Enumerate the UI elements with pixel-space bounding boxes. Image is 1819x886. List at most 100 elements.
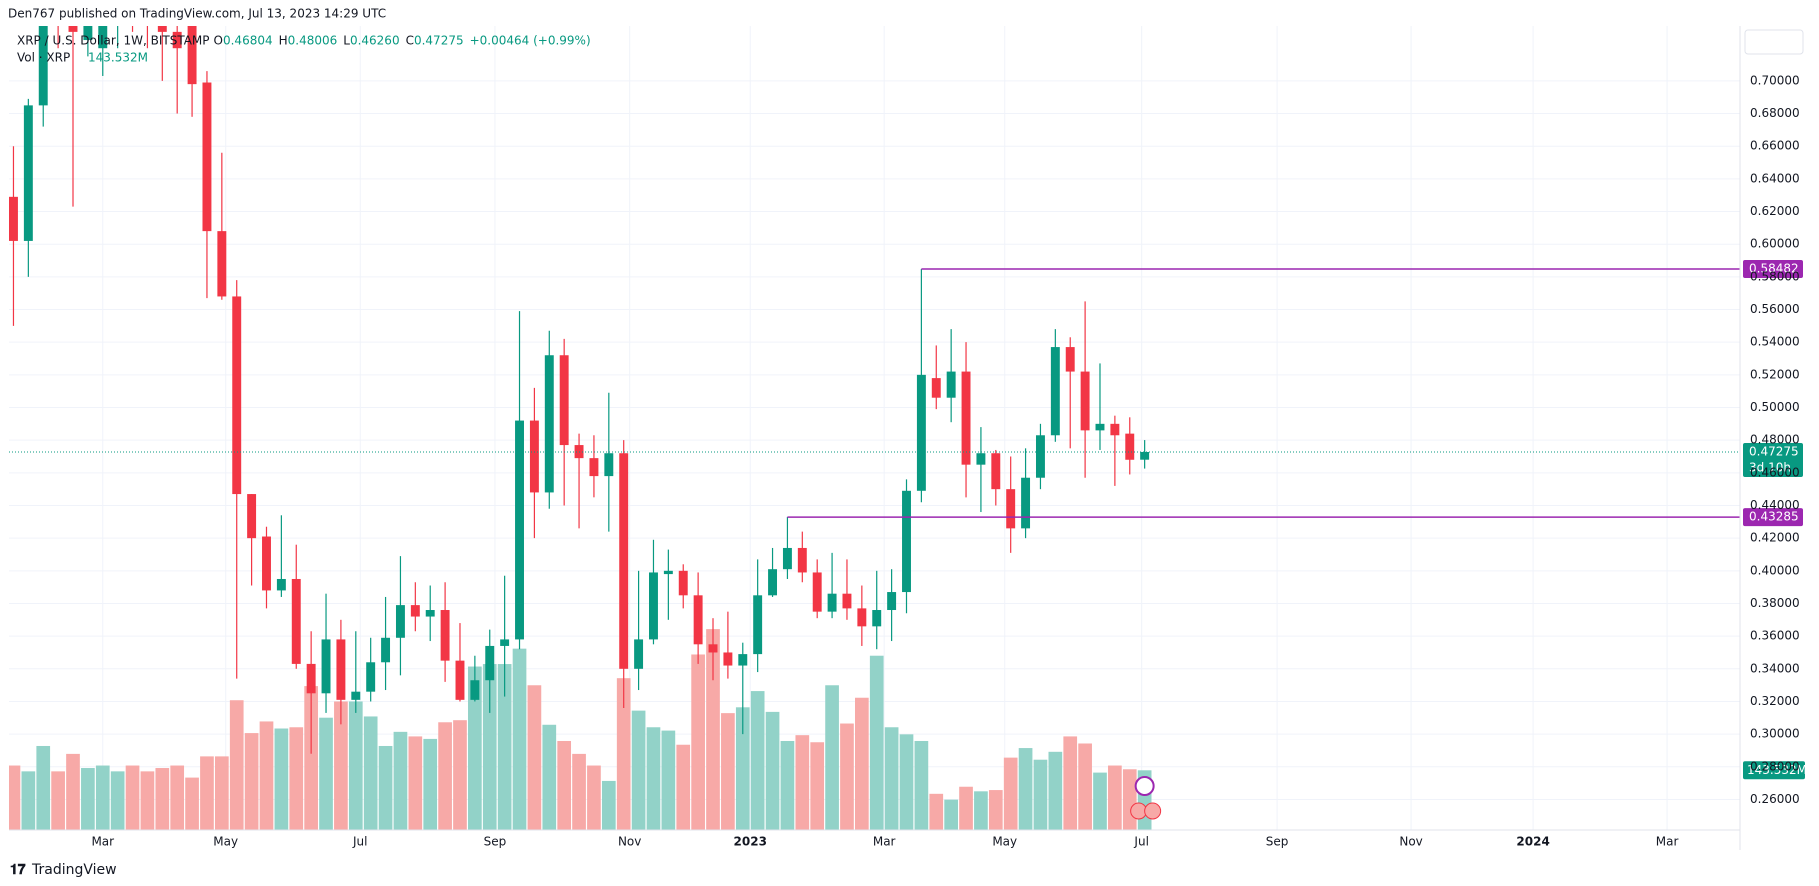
candle-body [619, 453, 629, 669]
candle-body [262, 536, 271, 591]
y-tick-label: 0.70000 [1750, 73, 1800, 87]
y-tick-label: 0.36000 [1750, 629, 1800, 643]
candle-body [976, 453, 986, 465]
volume-bar [1003, 757, 1018, 830]
candle-body [515, 420, 524, 640]
volume-badge-label: 143.532M [1747, 763, 1807, 777]
x-tick-label: Sep [484, 835, 507, 849]
candle-body [276, 578, 286, 591]
price-badge [1743, 443, 1803, 478]
x-tick-label: Nov [1399, 835, 1422, 849]
settings-box[interactable] [1744, 29, 1804, 55]
candle-body [708, 644, 718, 653]
volume-bar [914, 740, 929, 830]
candle-body [9, 196, 18, 241]
volume-bar [1063, 736, 1078, 830]
volume-bar [1033, 759, 1048, 830]
volume-bar [616, 678, 631, 830]
level-badge [1743, 259, 1803, 278]
candle-body [946, 371, 956, 398]
volume-bar [780, 740, 795, 830]
candle-body [38, 26, 48, 106]
volume-bar [825, 685, 839, 830]
candle-body [500, 639, 510, 646]
overlay: 0.58482 0.43285 0.47275 3d 10h 143.532M [9, 259, 1807, 820]
volume-bar [81, 768, 95, 830]
volume-bar [527, 685, 542, 830]
volume-bar [542, 724, 557, 830]
x-tick-label: 2023 [734, 835, 767, 849]
volume-bar [319, 717, 333, 830]
x-tick-label: Sep [1266, 835, 1289, 849]
volume-bar [36, 745, 51, 830]
volume-bar [244, 733, 259, 830]
candle-body [663, 570, 673, 575]
candle-body [172, 31, 182, 49]
candle-body [351, 691, 361, 700]
candles [9, 26, 1150, 754]
volume-bar [646, 727, 661, 830]
candle-body [604, 453, 614, 477]
volume-legend-title: Vol · XRP [17, 51, 70, 65]
volume-bar [1078, 743, 1092, 830]
ohlc-key: C [406, 34, 414, 48]
ohlc-key: L [343, 34, 350, 48]
volume-bar [259, 721, 274, 830]
volume-bar [66, 753, 80, 830]
candle-body [202, 82, 212, 232]
candle-body [232, 296, 242, 495]
volume-bar [676, 744, 691, 830]
y-tick-label: 0.66000 [1750, 139, 1800, 153]
candle-body [887, 592, 897, 611]
volume-bar [795, 735, 810, 830]
volume-bar [1048, 751, 1063, 830]
y-tick-label: 0.64000 [1750, 171, 1800, 185]
y-tick-label: 0.28000 [1750, 759, 1800, 773]
volume-bar [289, 727, 304, 830]
volume-bar [869, 655, 884, 830]
candle-body [410, 605, 420, 617]
ohlc-value: 0.47275 [414, 34, 464, 48]
volume-bar [988, 790, 1003, 830]
y-tick-label: 0.62000 [1750, 204, 1800, 218]
candle-body [1125, 433, 1135, 460]
candle-body [1035, 435, 1045, 478]
volume-bar [304, 686, 318, 830]
level-label: 0.58482 [1749, 261, 1799, 275]
volume-bar [601, 780, 616, 830]
candle-body [916, 374, 926, 491]
candle-body [768, 569, 778, 596]
ohlc-value: 0.48006 [288, 34, 338, 48]
y-tick-label: 0.42000 [1750, 531, 1800, 545]
price-label: 0.47275 [1749, 445, 1799, 459]
y-tick-label: 0.48000 [1750, 433, 1800, 447]
candle-body [678, 570, 688, 596]
candle-body [589, 458, 599, 477]
x-tick-label: 2024 [1516, 835, 1549, 849]
volume-bar [1122, 769, 1137, 830]
candle-body [1021, 477, 1031, 529]
volume-bar [899, 734, 914, 830]
volume-bar [468, 666, 482, 830]
volume-bar [334, 701, 348, 830]
volume-bar [170, 765, 185, 830]
candle-body [366, 662, 376, 692]
volume-bar [661, 730, 676, 830]
volume-bar [840, 723, 854, 830]
candle-body [485, 645, 495, 681]
volume-bar [557, 740, 572, 830]
candle-body [217, 231, 227, 297]
y-tick-label: 0.58000 [1750, 269, 1800, 283]
y-tick-label: 0.50000 [1750, 400, 1800, 414]
x-tick-label: Jul [1133, 835, 1148, 849]
y-tick-label: 0.26000 [1750, 792, 1800, 806]
volume-bar [855, 697, 869, 830]
y-tick-label: 0.40000 [1750, 563, 1800, 577]
volume-bar [497, 664, 512, 830]
volume-bar [735, 707, 750, 830]
volume-bar [408, 736, 423, 830]
x-tick-label: May [992, 835, 1017, 849]
volume-bar [363, 716, 378, 830]
candle-body [842, 593, 852, 609]
